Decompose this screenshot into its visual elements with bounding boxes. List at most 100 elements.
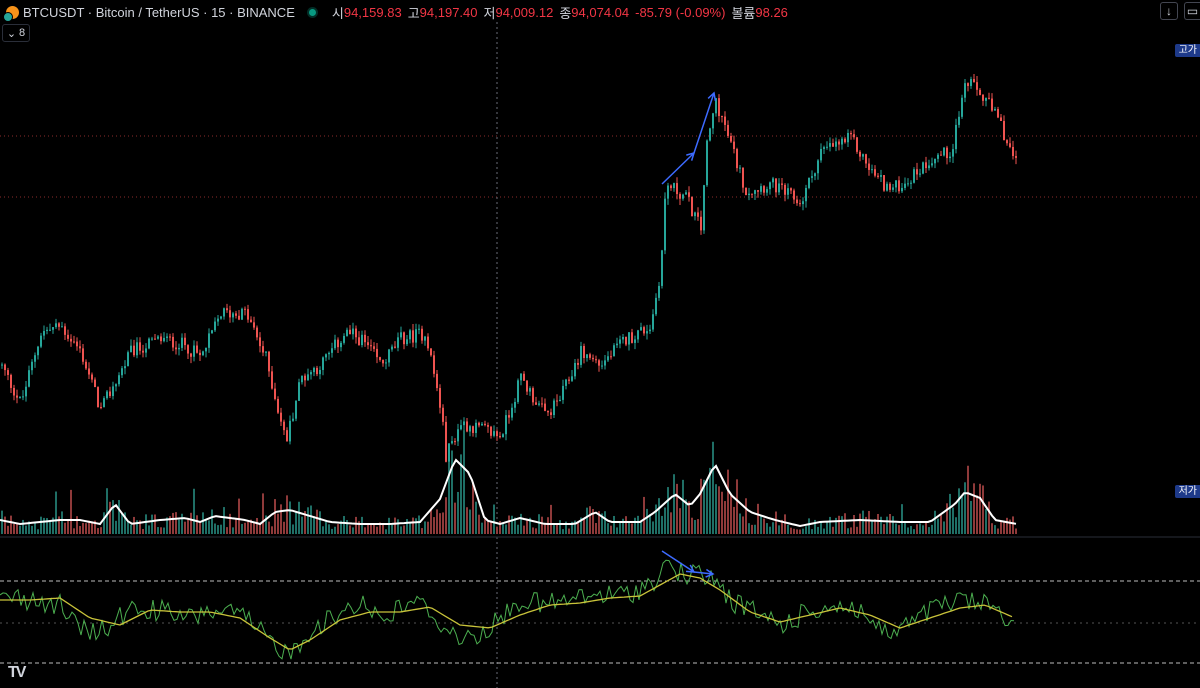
volume-bar bbox=[985, 509, 987, 534]
volume-bar bbox=[52, 517, 54, 534]
indicator-collapse-button[interactable]: ⌄ 8 bbox=[2, 24, 30, 42]
volume-bar bbox=[142, 528, 144, 534]
candle-body bbox=[142, 350, 144, 353]
candle-body bbox=[73, 341, 75, 343]
scroll-to-latest-button[interactable]: ↓ bbox=[1160, 2, 1178, 20]
volume-bar bbox=[745, 498, 747, 534]
volume-bar bbox=[532, 527, 534, 534]
volume-bar bbox=[952, 507, 954, 534]
candle-body bbox=[106, 391, 108, 399]
volume-bar bbox=[889, 513, 891, 534]
volume-bar bbox=[826, 521, 828, 534]
volume-bar bbox=[508, 515, 510, 534]
volume-bar bbox=[493, 504, 495, 534]
volume-bar bbox=[307, 507, 309, 534]
candle-body bbox=[604, 360, 606, 366]
candle-body bbox=[652, 314, 654, 330]
volume-bar bbox=[397, 519, 399, 534]
candle-body bbox=[811, 176, 813, 178]
candle-body bbox=[460, 425, 462, 430]
candle-body bbox=[667, 185, 669, 199]
volume-bar bbox=[100, 527, 102, 534]
candle-body bbox=[892, 187, 894, 190]
candle-body bbox=[955, 124, 957, 150]
candle-body bbox=[76, 341, 78, 347]
volume-bar bbox=[883, 524, 885, 534]
candle-body bbox=[286, 430, 288, 442]
trend-arrow-2-head bbox=[707, 91, 717, 102]
candle-body bbox=[841, 138, 843, 145]
volume-bar bbox=[526, 520, 528, 534]
volume-bar bbox=[328, 524, 330, 534]
volume-bar bbox=[463, 430, 465, 534]
candle-body bbox=[37, 346, 39, 356]
candle-body bbox=[4, 364, 6, 371]
volume-bar bbox=[670, 512, 672, 534]
candle-body bbox=[949, 156, 951, 159]
volume-bar bbox=[43, 517, 45, 534]
candle-body bbox=[469, 426, 471, 432]
candle-body bbox=[247, 309, 249, 320]
symbol-title[interactable]: BTCUSDT · Bitcoin / TetherUS · 15 · BINA… bbox=[23, 4, 295, 20]
volume-bar bbox=[763, 518, 765, 534]
volume-bar bbox=[640, 521, 642, 534]
volume-bar bbox=[991, 523, 993, 534]
volume-bar bbox=[733, 506, 735, 534]
volume-bar bbox=[589, 506, 591, 534]
candle-body bbox=[103, 398, 105, 408]
indicator-count: 8 bbox=[19, 27, 26, 39]
candle-body bbox=[58, 323, 60, 327]
volume-bar bbox=[988, 501, 990, 534]
volume-bar bbox=[124, 512, 126, 534]
candle-body bbox=[904, 183, 906, 188]
candle-body bbox=[163, 337, 165, 342]
volume-bar bbox=[76, 516, 78, 534]
volume-bar bbox=[61, 511, 63, 534]
fullscreen-button[interactable]: ▭ bbox=[1184, 2, 1200, 20]
candles-layer bbox=[1, 73, 1017, 464]
candle-body bbox=[634, 339, 636, 343]
candle-body bbox=[187, 345, 189, 354]
candle-body bbox=[259, 337, 261, 347]
candle-body bbox=[349, 329, 351, 335]
volume-bar bbox=[892, 516, 894, 534]
candle-body bbox=[946, 147, 948, 159]
volume-bar bbox=[445, 497, 447, 534]
volume-bar bbox=[475, 501, 477, 534]
volume-bar bbox=[40, 516, 42, 534]
volume-bar bbox=[376, 526, 378, 534]
candle-body bbox=[1015, 156, 1017, 158]
candle-body bbox=[448, 443, 450, 462]
candle-body bbox=[397, 337, 399, 348]
candle-body bbox=[7, 370, 9, 375]
candle-body bbox=[238, 315, 240, 320]
candle-body bbox=[292, 418, 294, 421]
volume-bar bbox=[757, 503, 759, 534]
volume-bar bbox=[844, 513, 846, 534]
volume-bar bbox=[622, 518, 624, 534]
volume-bar bbox=[244, 522, 246, 534]
tradingview-logo-icon[interactable]: TV bbox=[8, 664, 27, 681]
volume-bar bbox=[922, 525, 924, 534]
volume-bar bbox=[268, 521, 270, 534]
volume-bar bbox=[163, 527, 165, 534]
volume-bar bbox=[724, 501, 726, 534]
volume-bar bbox=[766, 523, 768, 534]
candle-body bbox=[805, 187, 807, 202]
volume-bar bbox=[874, 519, 876, 534]
volume-bar bbox=[109, 501, 111, 534]
volume-bar bbox=[433, 517, 435, 534]
candle-body bbox=[910, 182, 912, 184]
candle-body bbox=[610, 356, 612, 358]
volume-bar bbox=[544, 523, 546, 534]
candle-body bbox=[631, 332, 633, 343]
volume-bar bbox=[253, 521, 255, 534]
candle-body bbox=[514, 401, 516, 408]
candle-body bbox=[181, 337, 183, 348]
volume-bar bbox=[187, 517, 189, 534]
candle-body bbox=[328, 352, 330, 355]
low-label: 저 bbox=[483, 5, 496, 21]
candle-body bbox=[775, 178, 777, 193]
volume-bar bbox=[742, 516, 744, 534]
